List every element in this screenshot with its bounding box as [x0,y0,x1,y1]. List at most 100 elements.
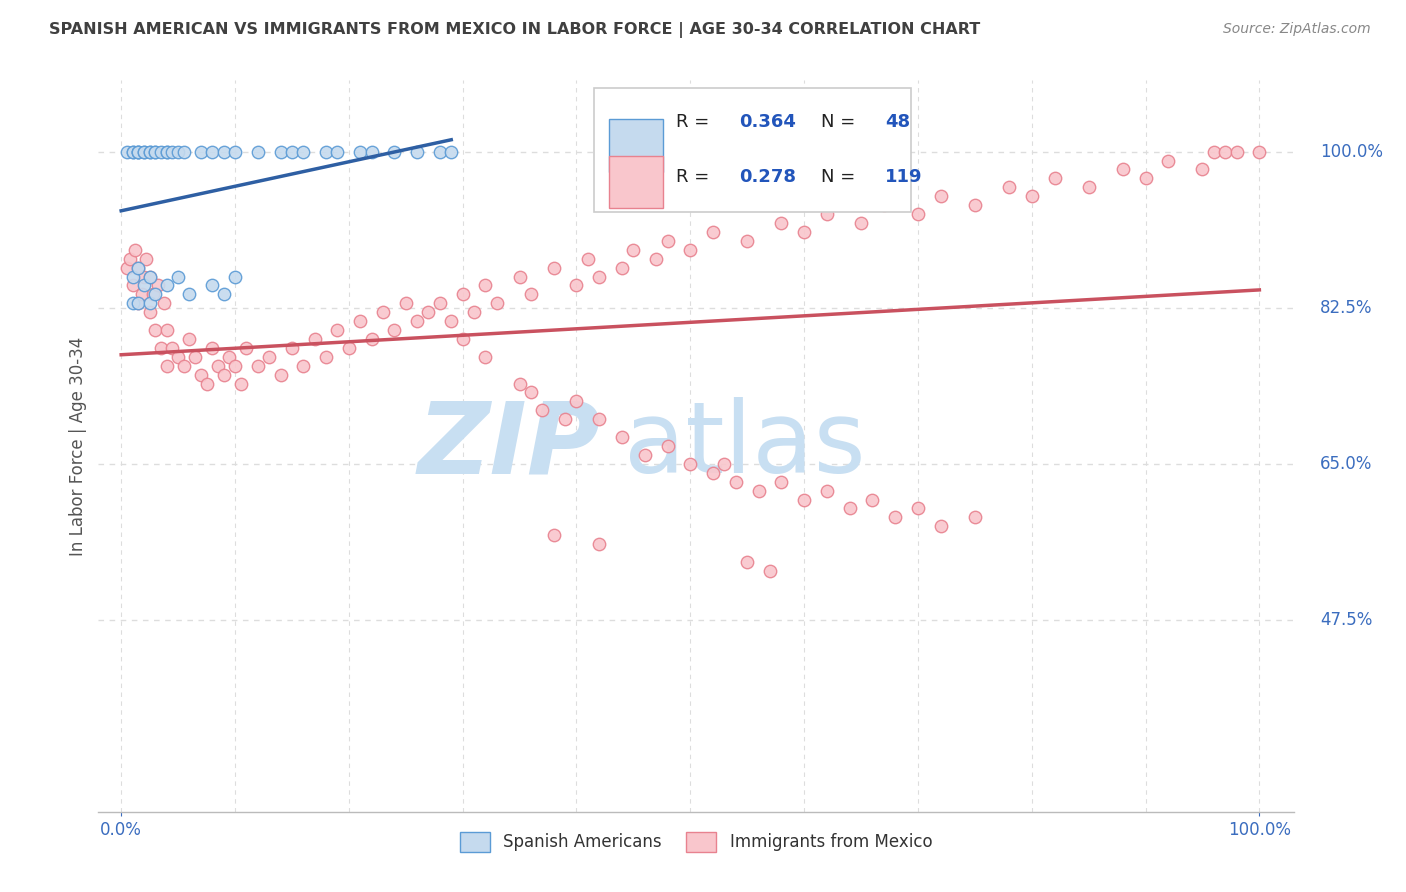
Point [1249,145,1271,159]
Point [224,359,246,373]
Point [281,341,304,355]
Point [132,145,155,159]
Point [179,287,201,301]
Point [349,314,371,328]
Text: 65.0%: 65.0% [1320,455,1372,473]
Point [127,296,149,310]
Point [127,145,149,159]
Point [748,483,770,498]
Point [884,510,907,524]
Point [270,368,292,382]
Point [235,341,257,355]
Point [195,376,218,391]
Point [138,145,160,159]
Point [531,403,554,417]
Point [156,145,179,159]
Point [218,350,240,364]
Point [657,234,679,248]
Point [167,350,190,364]
Point [963,510,986,524]
Point [132,145,155,159]
Point [474,350,496,364]
Point [121,269,143,284]
Point [143,287,166,301]
Point [576,252,599,266]
Point [395,296,418,310]
Point [156,359,179,373]
Text: 0.364: 0.364 [740,113,796,131]
Point [121,145,143,159]
Point [127,260,149,275]
Point [1226,145,1249,159]
Text: R =: R = [676,168,714,186]
Text: N =: N = [821,113,862,131]
Point [588,412,610,426]
Point [1202,145,1225,159]
Text: SPANISH AMERICAN VS IMMIGRANTS FROM MEXICO IN LABOR FORCE | AGE 30-34 CORRELATIO: SPANISH AMERICAN VS IMMIGRANTS FROM MEXI… [49,22,980,38]
Point [115,260,138,275]
Text: atlas: atlas [624,398,866,494]
Point [143,323,166,337]
Point [201,341,224,355]
Point [588,537,610,551]
Point [382,323,405,337]
Point [224,269,246,284]
Text: 47.5%: 47.5% [1320,611,1372,629]
Point [1043,171,1066,186]
Point [326,323,349,337]
Point [509,269,531,284]
Point [138,145,160,159]
Point [121,296,143,310]
Point [115,145,138,159]
Point [173,145,195,159]
Point [543,260,565,275]
Point [702,225,724,239]
Point [451,287,474,301]
Point [565,394,588,409]
Point [162,341,184,355]
Text: 100.0%: 100.0% [1320,143,1384,161]
Point [281,145,304,159]
Point [610,430,633,444]
Point [815,207,838,221]
Point [1157,153,1180,168]
Point [156,145,179,159]
FancyBboxPatch shape [609,119,662,171]
Point [121,145,143,159]
FancyBboxPatch shape [609,155,662,209]
Point [724,475,747,489]
Point [679,457,702,471]
Point [127,296,149,310]
Point [120,252,142,266]
Legend: Spanish Americans, Immigrants from Mexico: Spanish Americans, Immigrants from Mexic… [453,826,939,858]
Point [657,439,679,453]
Point [860,492,883,507]
Point [634,448,657,462]
Point [873,198,896,212]
Point [212,145,235,159]
Point [304,332,326,346]
Point [212,287,235,301]
Point [150,341,173,355]
Point [153,296,176,310]
Point [621,243,644,257]
Point [360,332,382,346]
Point [759,564,782,578]
Point [371,305,394,319]
Point [770,216,793,230]
Point [138,296,160,310]
Point [127,260,149,275]
Point [998,180,1021,194]
Point [543,528,565,542]
Point [907,501,929,516]
Text: 82.5%: 82.5% [1320,299,1372,317]
Point [132,278,155,293]
Point [463,305,485,319]
Point [162,145,184,159]
Point [679,243,702,257]
Point [735,234,758,248]
Point [167,145,190,159]
Point [224,145,246,159]
Point [201,145,224,159]
Point [127,145,149,159]
